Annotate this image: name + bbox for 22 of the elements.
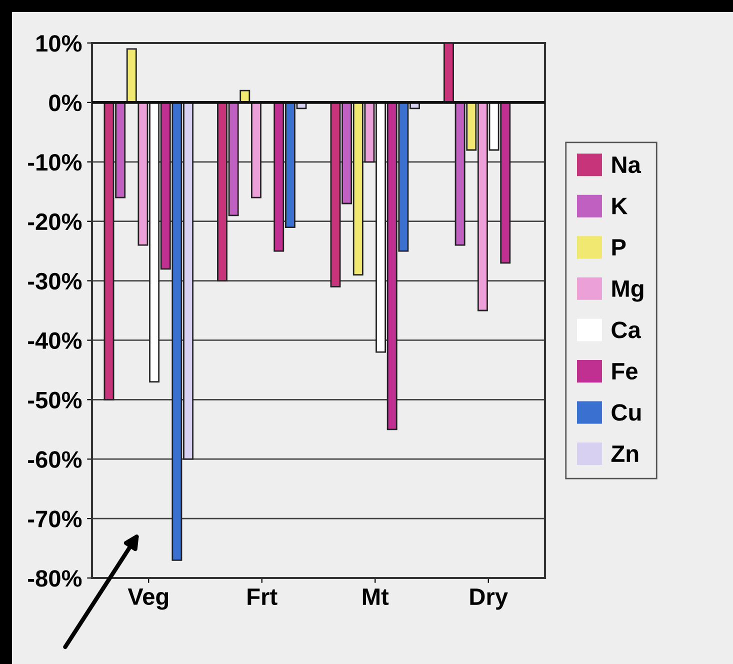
x-tick-label: Dry xyxy=(470,588,508,610)
y-tick-label: -80% xyxy=(28,570,82,587)
legend-label: Cu xyxy=(612,404,641,421)
x-tick-label: Veg xyxy=(128,588,168,610)
legend-label: Fe xyxy=(612,363,638,380)
x-tick-label: Frt xyxy=(248,588,278,606)
x-tick-label: Mt xyxy=(362,588,389,606)
y-tick-label: 0% xyxy=(49,94,82,112)
legend-label: P xyxy=(612,239,626,256)
y-tick-label: -10% xyxy=(28,154,82,171)
y-tick-label: -70% xyxy=(28,510,82,528)
y-tick-label: -30% xyxy=(28,272,82,290)
legend-label: Na xyxy=(612,156,642,174)
y-tick-label: -60% xyxy=(28,451,82,468)
legend-label: Mg xyxy=(612,280,644,302)
y-tick-label: -50% xyxy=(28,392,82,408)
legend-label: Ca xyxy=(612,322,642,338)
y-tick-label: -20% xyxy=(28,213,82,230)
legend-label: K xyxy=(612,198,628,214)
y-tick-label: 10% xyxy=(36,35,82,52)
legend-label: Zn xyxy=(611,446,638,462)
y-tick-label: -40% xyxy=(28,332,82,350)
